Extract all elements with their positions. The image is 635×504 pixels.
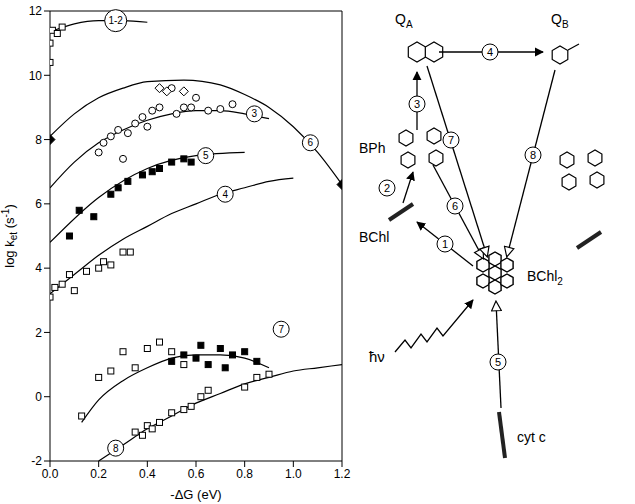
svg-text:BChl: BChl	[359, 229, 389, 245]
svg-text:6: 6	[452, 200, 458, 212]
svg-text:QA: QA	[395, 11, 413, 30]
svg-text:cyt c: cyt c	[517, 429, 546, 445]
svg-text:0: 0	[35, 390, 42, 404]
svg-text:7: 7	[278, 324, 284, 335]
svg-text:4: 4	[487, 46, 493, 58]
svg-text:6: 6	[35, 197, 42, 211]
svg-text:7: 7	[448, 134, 454, 146]
svg-text:4: 4	[222, 189, 228, 200]
svg-text:2: 2	[384, 182, 390, 194]
svg-text:BChl2: BChl2	[527, 268, 563, 287]
svg-text:1.2: 1.2	[334, 467, 351, 481]
svg-text:3: 3	[414, 98, 420, 110]
svg-text:QB: QB	[551, 11, 569, 30]
svg-text:BPh: BPh	[359, 140, 385, 156]
svg-text:3: 3	[252, 108, 258, 119]
svg-text:-2: -2	[31, 454, 42, 468]
svg-text:1.0: 1.0	[285, 467, 302, 481]
svg-text:8: 8	[530, 149, 536, 161]
svg-text:log ket (s-1): log ket (s-1)	[0, 204, 19, 268]
svg-text:5: 5	[203, 150, 209, 161]
svg-text:2: 2	[35, 326, 42, 340]
svg-text:8: 8	[113, 443, 119, 454]
svg-text:5: 5	[495, 356, 501, 368]
svg-text:0.8: 0.8	[236, 467, 253, 481]
svg-text:0.6: 0.6	[188, 467, 205, 481]
svg-text:0.2: 0.2	[90, 467, 107, 481]
svg-text:6: 6	[308, 137, 314, 148]
svg-text:0.4: 0.4	[139, 467, 156, 481]
svg-text:0.0: 0.0	[42, 467, 59, 481]
svg-text:10: 10	[29, 69, 43, 83]
svg-text:12: 12	[29, 4, 43, 18]
svg-text:1-2: 1-2	[108, 15, 123, 26]
svg-text:1: 1	[442, 238, 448, 250]
svg-text:-ΔG (eV): -ΔG (eV)	[170, 487, 221, 502]
svg-text:4: 4	[35, 261, 42, 275]
svg-text:8: 8	[35, 133, 42, 147]
svg-text:ħν: ħν	[369, 348, 385, 365]
